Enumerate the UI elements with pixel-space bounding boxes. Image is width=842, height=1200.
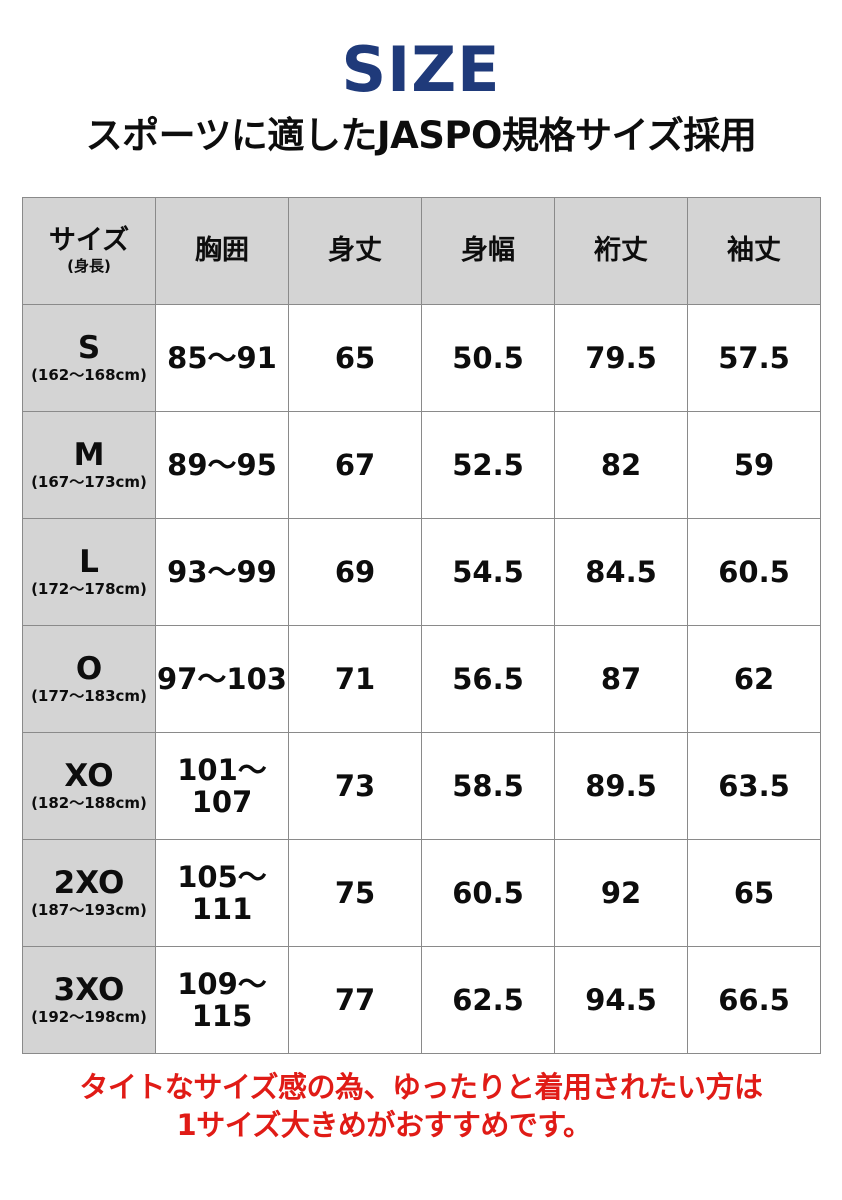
table-row: O (177〜183cm) 97〜103 71 56.5 87 62 bbox=[22, 625, 821, 733]
size-label: 3XO bbox=[53, 972, 125, 1008]
value-chest: 109〜115 bbox=[155, 946, 289, 1054]
size-chart-table: サイズ (身長) 胸囲 身丈 身幅 裄丈 袖丈 bbox=[22, 197, 821, 1054]
value-body-length: 73 bbox=[288, 732, 422, 840]
size-cell: L (172〜178cm) bbox=[22, 518, 156, 626]
value-body-width: 50.5 bbox=[421, 304, 555, 412]
column-header-body-length-label: 身丈 bbox=[328, 235, 382, 266]
value-chest: 105〜111 bbox=[155, 839, 289, 947]
value-body-length: 69 bbox=[288, 518, 422, 626]
size-height-range: (177〜183cm) bbox=[31, 687, 147, 705]
value-yuki-length: 92 bbox=[554, 839, 688, 947]
column-header-body-width: 身幅 bbox=[421, 197, 555, 305]
table-header: サイズ (身長) 胸囲 身丈 身幅 裄丈 袖丈 bbox=[22, 197, 821, 305]
size-cell: 3XO (192〜198cm) bbox=[22, 946, 156, 1054]
page-header: SIZE スポーツに適したJASPO規格サイズ採用 bbox=[0, 0, 842, 158]
column-header-chest: 胸囲 bbox=[155, 197, 289, 305]
value-yuki-length: 84.5 bbox=[554, 518, 688, 626]
value-yuki-length: 89.5 bbox=[554, 732, 688, 840]
sizing-advice-note: タイトなサイズ感の為、ゆったりと着用されたい方は 1サイズ大きめがおすすめです。 bbox=[0, 1068, 842, 1144]
size-label: 2XO bbox=[53, 865, 125, 901]
size-cell: O (177〜183cm) bbox=[22, 625, 156, 733]
table-row: 2XO (187〜193cm) 105〜111 75 60.5 92 65 bbox=[22, 839, 821, 947]
value-body-width: 60.5 bbox=[421, 839, 555, 947]
table-row: M (167〜173cm) 89〜95 67 52.5 82 59 bbox=[22, 411, 821, 519]
value-body-length: 71 bbox=[288, 625, 422, 733]
column-header-size: サイズ (身長) bbox=[22, 197, 156, 305]
value-chest: 97〜103 bbox=[155, 625, 289, 733]
size-table-container: サイズ (身長) 胸囲 身丈 身幅 裄丈 袖丈 bbox=[22, 197, 821, 1054]
column-header-yuki-length-label: 裄丈 bbox=[594, 235, 648, 266]
value-body-width: 54.5 bbox=[421, 518, 555, 626]
value-yuki-length: 79.5 bbox=[554, 304, 688, 412]
value-sleeve-length: 62 bbox=[687, 625, 821, 733]
value-body-width: 58.5 bbox=[421, 732, 555, 840]
column-header-body-width-label: 身幅 bbox=[461, 235, 515, 266]
value-sleeve-length: 59 bbox=[687, 411, 821, 519]
value-body-length: 67 bbox=[288, 411, 422, 519]
table-body: S (162〜168cm) 85〜91 65 50.5 79.5 57.5 M … bbox=[22, 304, 821, 1054]
size-height-range: (167〜173cm) bbox=[31, 473, 147, 491]
size-height-range: (192〜198cm) bbox=[31, 1008, 147, 1026]
table-row: 3XO (192〜198cm) 109〜115 77 62.5 94.5 66.… bbox=[22, 946, 821, 1054]
column-header-sleeve-length-label: 袖丈 bbox=[727, 235, 781, 266]
value-chest: 85〜91 bbox=[155, 304, 289, 412]
size-height-range: (182〜188cm) bbox=[31, 794, 147, 812]
value-chest: 89〜95 bbox=[155, 411, 289, 519]
value-body-length: 77 bbox=[288, 946, 422, 1054]
page-title: SIZE bbox=[341, 33, 501, 106]
size-label: L bbox=[79, 544, 99, 580]
value-sleeve-length: 57.5 bbox=[687, 304, 821, 412]
table-row: XO (182〜188cm) 101〜107 73 58.5 89.5 63.5 bbox=[22, 732, 821, 840]
value-body-length: 75 bbox=[288, 839, 422, 947]
value-body-width: 62.5 bbox=[421, 946, 555, 1054]
note-line-1: タイトなサイズ感の為、ゆったりと着用されたい方は bbox=[79, 1070, 763, 1104]
value-yuki-length: 87 bbox=[554, 625, 688, 733]
note-line-2: 1サイズ大きめがおすすめです。 bbox=[176, 1108, 592, 1142]
table-row: L (172〜178cm) 93〜99 69 54.5 84.5 60.5 bbox=[22, 518, 821, 626]
value-sleeve-length: 60.5 bbox=[687, 518, 821, 626]
value-sleeve-length: 63.5 bbox=[687, 732, 821, 840]
value-body-width: 52.5 bbox=[421, 411, 555, 519]
size-label: M bbox=[73, 437, 105, 473]
column-header-yuki-length: 裄丈 bbox=[554, 197, 688, 305]
value-yuki-length: 94.5 bbox=[554, 946, 688, 1054]
value-chest: 93〜99 bbox=[155, 518, 289, 626]
table-row: S (162〜168cm) 85〜91 65 50.5 79.5 57.5 bbox=[22, 304, 821, 412]
size-height-range: (162〜168cm) bbox=[31, 366, 147, 384]
size-label: O bbox=[75, 651, 103, 687]
value-body-width: 56.5 bbox=[421, 625, 555, 733]
column-header-size-label: サイズ bbox=[48, 225, 130, 256]
value-chest: 101〜107 bbox=[155, 732, 289, 840]
size-cell: S (162〜168cm) bbox=[22, 304, 156, 412]
column-header-size-sublabel: (身長) bbox=[67, 257, 111, 275]
value-sleeve-length: 66.5 bbox=[687, 946, 821, 1054]
column-header-chest-label: 胸囲 bbox=[195, 235, 249, 266]
size-cell: XO (182〜188cm) bbox=[22, 732, 156, 840]
size-label: XO bbox=[64, 758, 114, 794]
size-height-range: (187〜193cm) bbox=[31, 901, 147, 919]
page-subtitle: スポーツに適したJASPO規格サイズ採用 bbox=[85, 114, 757, 157]
size-label: S bbox=[77, 330, 101, 366]
column-header-sleeve-length: 袖丈 bbox=[687, 197, 821, 305]
value-sleeve-length: 65 bbox=[687, 839, 821, 947]
value-body-length: 65 bbox=[288, 304, 422, 412]
size-cell: M (167〜173cm) bbox=[22, 411, 156, 519]
table-header-row: サイズ (身長) 胸囲 身丈 身幅 裄丈 袖丈 bbox=[22, 197, 821, 305]
size-height-range: (172〜178cm) bbox=[31, 580, 147, 598]
size-cell: 2XO (187〜193cm) bbox=[22, 839, 156, 947]
value-yuki-length: 82 bbox=[554, 411, 688, 519]
column-header-body-length: 身丈 bbox=[288, 197, 422, 305]
